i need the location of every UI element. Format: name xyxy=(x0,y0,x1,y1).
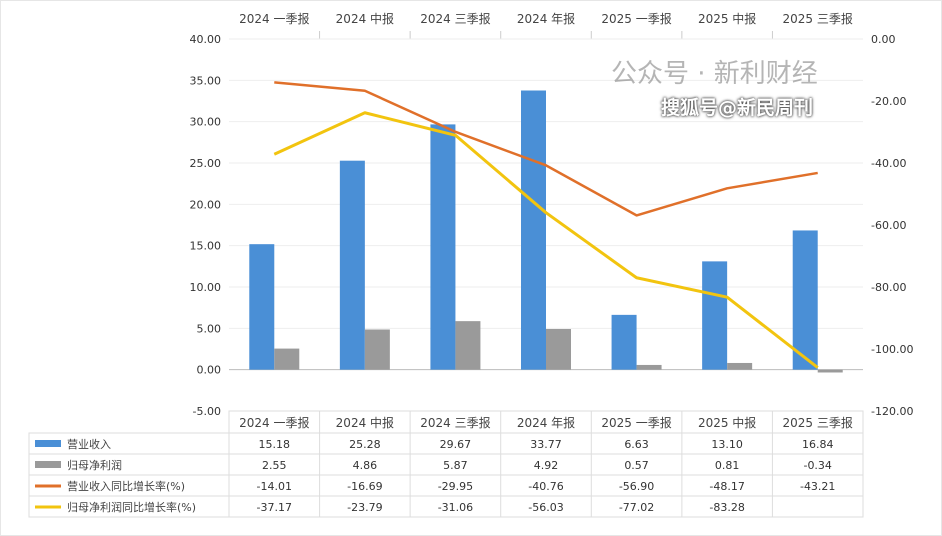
right-axis-tick: 0.00 xyxy=(871,33,896,46)
table-value-cell: 33.77 xyxy=(530,438,562,451)
table-value-cell: 15.18 xyxy=(259,438,291,451)
watermark-wechat: 公众号 · 新利财经 xyxy=(611,59,818,89)
bar-net-profit xyxy=(364,329,390,370)
table-value-cell: 25.28 xyxy=(349,438,381,451)
bar-revenue xyxy=(702,261,728,370)
legend-label: 归母净利润 xyxy=(67,458,122,472)
bar-net-profit xyxy=(636,364,662,370)
table-value-cell: 4.92 xyxy=(534,459,559,472)
table-value-cell: 4.86 xyxy=(353,459,378,472)
watermark-sohu: 搜狐号@新民周刊 xyxy=(661,97,814,119)
top-category-label: 2024 中报 xyxy=(336,11,394,26)
bar-revenue xyxy=(430,124,456,370)
table-value-cell: -83.28 xyxy=(709,501,744,514)
table-header-cell: 2024 三季报 xyxy=(420,415,490,430)
table-header-cell: 2025 三季报 xyxy=(783,415,853,430)
bar-revenue xyxy=(249,244,275,370)
legend-swatch xyxy=(35,440,61,447)
bar-net-profit xyxy=(274,348,300,370)
bar-revenue xyxy=(521,90,546,370)
bar-revenue xyxy=(339,160,365,370)
table-header-cell: 2024 年报 xyxy=(517,415,575,430)
right-axis-tick: -100.00 xyxy=(871,343,913,356)
bar-net-profit xyxy=(455,321,481,370)
right-axis-tick: -80.00 xyxy=(871,281,906,294)
table-value-cell: -43.21 xyxy=(800,480,835,493)
right-axis-tick: -40.00 xyxy=(871,157,906,170)
table-header-cell: 2025 中报 xyxy=(698,415,756,430)
top-category-label: 2025 三季报 xyxy=(783,11,853,26)
top-category-label: 2025 一季报 xyxy=(601,11,671,26)
table-value-cell: -56.03 xyxy=(528,501,563,514)
table-value-cell: 13.10 xyxy=(711,438,743,451)
top-category-label: 2024 一季报 xyxy=(239,11,309,26)
legend-label: 营业收入同比增长率(%) xyxy=(67,479,185,493)
left-axis-tick: 0.00 xyxy=(197,364,222,377)
left-axis-tick: 10.00 xyxy=(190,281,222,294)
table-value-cell: -40.76 xyxy=(528,480,563,493)
top-category-label: 2024 年报 xyxy=(517,11,575,26)
table-value-cell: 0.81 xyxy=(715,459,740,472)
legend-label: 归母净利润同比增长率(%) xyxy=(67,500,196,514)
table-value-cell: -31.06 xyxy=(438,501,473,514)
legend-swatch xyxy=(35,461,61,468)
left-axis-tick: 25.00 xyxy=(190,157,222,170)
table-value-cell: -23.79 xyxy=(347,501,382,514)
right-axis-tick: -20.00 xyxy=(871,95,906,108)
table-value-cell: 5.87 xyxy=(443,459,468,472)
table-value-cell: -56.90 xyxy=(619,480,654,493)
table-value-cell: -29.95 xyxy=(438,480,473,493)
table-value-cell: 29.67 xyxy=(440,438,472,451)
legend-label: 营业收入 xyxy=(67,437,111,451)
bar-net-profit xyxy=(546,328,571,370)
top-category-label: 2025 中报 xyxy=(698,11,756,26)
table-value-cell: -77.02 xyxy=(619,501,654,514)
table-value-cell: -14.01 xyxy=(257,480,292,493)
left-axis-tick: -5.00 xyxy=(193,405,221,418)
table-value-cell: -16.69 xyxy=(347,480,382,493)
table-value-cell: -0.34 xyxy=(803,459,831,472)
bar-revenue xyxy=(792,230,818,370)
table-header-cell: 2024 一季报 xyxy=(239,415,309,430)
bar-net-profit xyxy=(817,369,843,373)
left-axis-tick: 30.00 xyxy=(190,116,222,129)
table-value-cell: -37.17 xyxy=(257,501,292,514)
table-header-cell: 2025 一季报 xyxy=(601,415,671,430)
left-axis-tick: 40.00 xyxy=(190,33,222,46)
table-header-cell: 2024 中报 xyxy=(336,415,394,430)
bar-net-profit xyxy=(727,362,753,370)
table-value-cell: 2.55 xyxy=(262,459,287,472)
right-axis-tick: -60.00 xyxy=(871,219,906,232)
table-value-cell: -48.17 xyxy=(709,480,744,493)
left-axis-tick: 20.00 xyxy=(190,198,222,211)
left-axis-tick: 35.00 xyxy=(190,74,222,87)
table-value-cell: 6.63 xyxy=(624,438,649,451)
right-axis-tick: -120.00 xyxy=(871,405,913,418)
table-value-cell: 0.57 xyxy=(624,459,649,472)
bar-revenue xyxy=(611,314,637,370)
left-axis-tick: 15.00 xyxy=(190,240,222,253)
table-value-cell: 16.84 xyxy=(802,438,834,451)
top-category-label: 2024 三季报 xyxy=(420,11,490,26)
left-axis-tick: 5.00 xyxy=(197,322,222,335)
